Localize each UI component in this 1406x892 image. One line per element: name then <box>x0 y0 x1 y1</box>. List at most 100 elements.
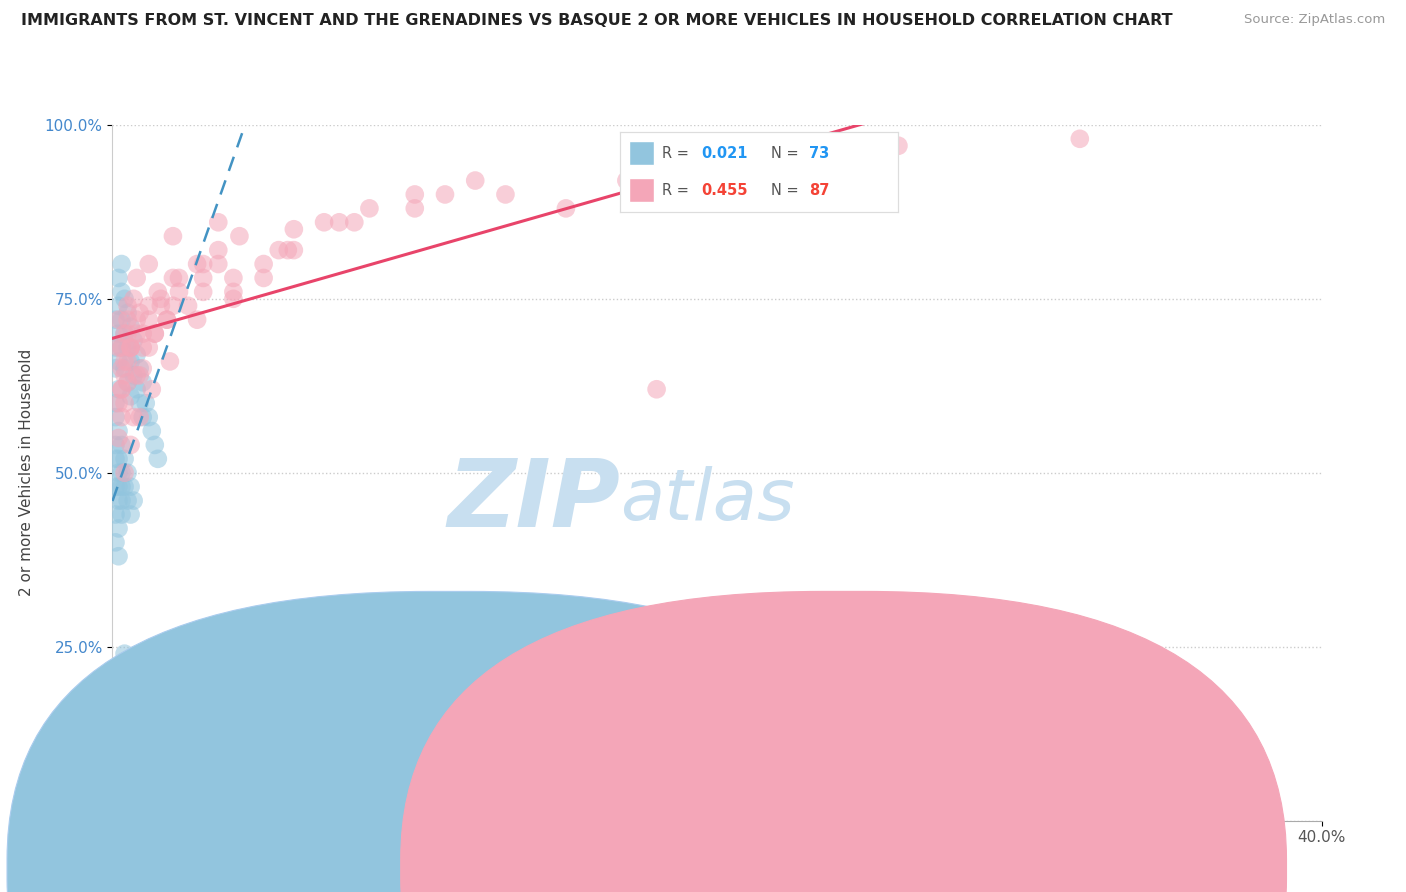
Point <box>104 535 127 549</box>
Point <box>110 341 132 355</box>
Point <box>328 215 350 229</box>
Point <box>110 466 132 480</box>
Point <box>104 361 127 376</box>
Point <box>186 312 208 326</box>
Point <box>107 396 129 410</box>
Point <box>120 389 142 403</box>
Point <box>267 243 290 257</box>
Point <box>132 410 155 425</box>
Point <box>149 299 172 313</box>
Point <box>107 493 129 508</box>
Point <box>110 438 132 452</box>
Point <box>120 674 142 689</box>
Point <box>107 451 129 466</box>
Point <box>114 292 136 306</box>
Point <box>117 376 139 390</box>
Point <box>277 243 299 257</box>
Point <box>138 312 160 326</box>
Point <box>283 222 305 236</box>
Point <box>128 410 150 425</box>
Point <box>107 312 129 326</box>
Point <box>141 382 163 396</box>
Point <box>135 396 157 410</box>
Point <box>138 341 160 355</box>
Point <box>404 187 426 202</box>
Point <box>191 285 214 299</box>
Point <box>110 341 132 355</box>
Point <box>110 257 132 271</box>
Point <box>107 480 129 494</box>
Point <box>122 493 145 508</box>
Point <box>104 480 127 494</box>
Point <box>104 451 127 466</box>
Point <box>887 138 910 153</box>
Point <box>128 306 150 320</box>
Point <box>283 243 305 257</box>
Point <box>122 368 145 383</box>
Point <box>159 354 181 368</box>
Point <box>253 257 276 271</box>
Point <box>104 508 127 522</box>
Point <box>114 451 136 466</box>
Point <box>104 396 127 410</box>
Point <box>114 354 136 368</box>
Point <box>167 271 190 285</box>
Point <box>104 772 127 786</box>
Point <box>616 173 638 187</box>
Point <box>107 382 129 396</box>
Point <box>120 341 142 355</box>
Point <box>117 376 139 390</box>
Text: Basques: Basques <box>872 862 936 876</box>
Point <box>125 312 148 326</box>
Point <box>114 466 136 480</box>
Point <box>433 187 456 202</box>
Point <box>138 299 160 313</box>
Point <box>495 187 517 202</box>
Point <box>110 410 132 425</box>
Point <box>114 361 136 376</box>
Point <box>222 292 245 306</box>
Point <box>114 480 136 494</box>
Point <box>117 493 139 508</box>
Point <box>314 215 336 229</box>
Point <box>104 438 127 452</box>
Point <box>132 341 155 355</box>
Point <box>104 689 127 703</box>
Point <box>104 410 127 425</box>
Point <box>110 382 132 396</box>
Point <box>117 306 139 320</box>
Point <box>149 292 172 306</box>
Point <box>156 312 179 326</box>
Point <box>143 438 166 452</box>
Point <box>207 215 229 229</box>
Point <box>162 271 184 285</box>
Point <box>117 341 139 355</box>
Text: Source: ZipAtlas.com: Source: ZipAtlas.com <box>1244 13 1385 27</box>
Point <box>177 299 200 313</box>
Point <box>107 521 129 535</box>
Point <box>125 347 148 361</box>
Point <box>104 341 127 355</box>
Point <box>132 326 155 341</box>
Point <box>114 396 136 410</box>
Point <box>162 229 184 244</box>
Point <box>125 271 148 285</box>
Point <box>114 368 136 383</box>
Point <box>117 466 139 480</box>
Point <box>132 361 155 376</box>
Point <box>107 271 129 285</box>
Point <box>207 243 229 257</box>
Point <box>110 312 132 326</box>
Point <box>117 354 139 368</box>
Point <box>107 549 129 564</box>
Point <box>128 361 150 376</box>
Point <box>122 334 145 348</box>
Point <box>120 508 142 522</box>
Point <box>104 716 127 731</box>
Point <box>125 326 148 341</box>
Point <box>110 689 132 703</box>
Point <box>114 326 136 341</box>
Point <box>120 354 142 368</box>
Point <box>107 299 129 313</box>
Point <box>107 424 129 438</box>
